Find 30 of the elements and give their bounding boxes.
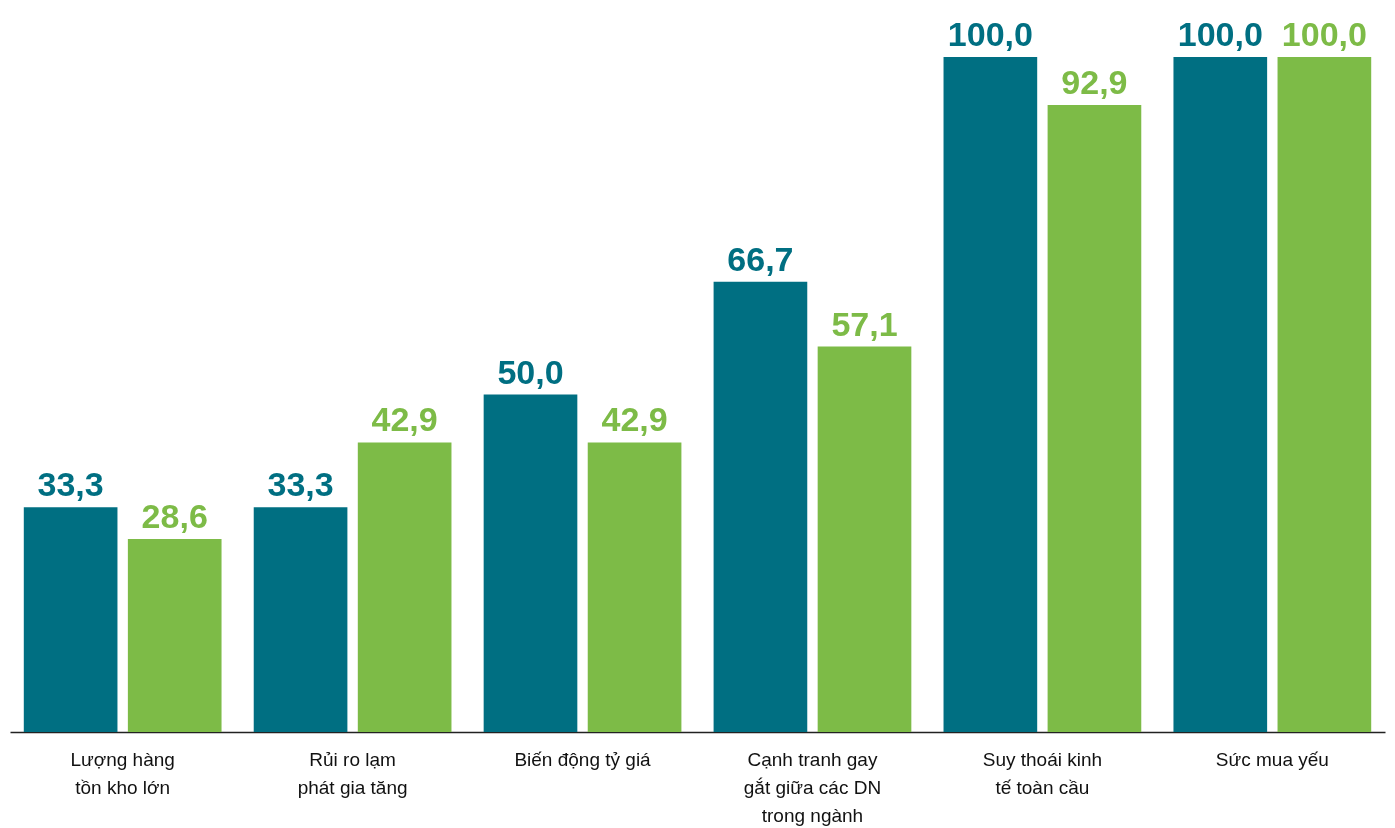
data-label: 33,3 — [37, 465, 104, 504]
bar — [483, 394, 578, 732]
bar — [943, 57, 1038, 732]
x-tick-label: Cạnh tranh gay gắt giữa các DN trong ngành — [743, 748, 882, 826]
data-label: 100,0 — [1281, 15, 1367, 53]
bar — [1277, 57, 1372, 732]
x-tick-label: Biến động tỷ giá — [514, 748, 652, 770]
data-label: 42,9 — [601, 400, 668, 439]
data-label: 50,0 — [497, 352, 564, 391]
data-label: 100,0 — [947, 15, 1033, 53]
data-label: 28,6 — [141, 496, 208, 535]
data-label: 100,0 — [1177, 15, 1263, 53]
bar — [713, 281, 808, 732]
data-label: 57,1 — [831, 304, 898, 343]
bar — [253, 507, 348, 732]
bar — [357, 442, 452, 732]
data-label: 42,9 — [371, 400, 438, 439]
bar — [1047, 104, 1142, 732]
data-label: 92,9 — [1061, 62, 1128, 101]
bar — [127, 538, 222, 732]
data-label: 66,7 — [727, 239, 794, 278]
x-tick-label: Sức mua yếu — [1215, 748, 1329, 770]
data-label: 33,3 — [267, 465, 334, 504]
x-tick-label: Rủi ro lạm phát gia tăng — [297, 748, 408, 798]
bar — [587, 442, 682, 732]
bar — [23, 507, 118, 732]
bar — [817, 346, 912, 732]
bar — [1173, 57, 1268, 732]
x-tick-label: Lượng hàng tồn kho lớn — [70, 748, 175, 798]
x-tick-label: Suy thoái kinh tế toàn cầu — [982, 748, 1103, 798]
